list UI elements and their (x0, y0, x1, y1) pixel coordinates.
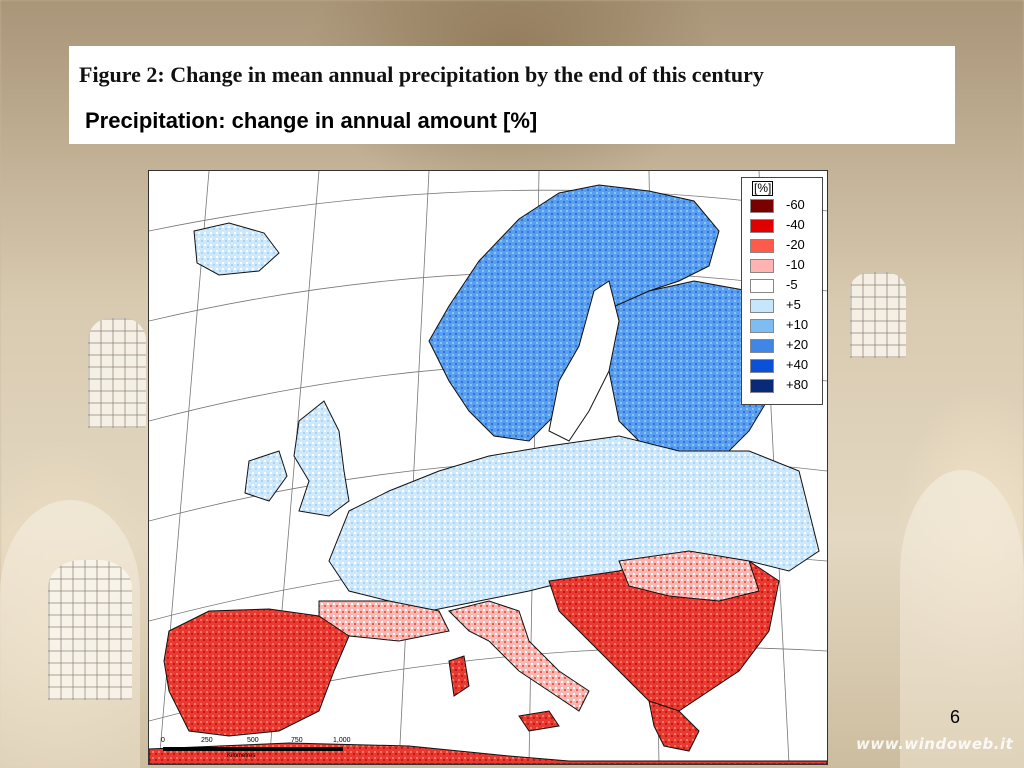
great-britain-region (293, 400, 350, 517)
background-window-right (850, 272, 906, 358)
legend-label: -60 (786, 197, 805, 212)
legend-swatch (750, 379, 774, 393)
scale-unit: Kilometres (227, 753, 256, 759)
ireland-region (244, 450, 288, 502)
legend-swatch (750, 239, 774, 253)
legend-item: -10 (750, 256, 822, 276)
legend-unit: [%] (752, 181, 774, 196)
scale-tick: 1,000 (333, 737, 351, 744)
legend-label: +40 (786, 357, 809, 372)
legend-swatch (750, 319, 774, 333)
legend-swatch (750, 299, 774, 313)
background-window-left-bottom (48, 560, 132, 700)
legend-label: +5 (786, 297, 801, 312)
legend-swatch (750, 359, 774, 373)
background-arch-right (900, 470, 1024, 768)
europe-map-graphic (149, 171, 827, 764)
scale-bar: 0 250 500 750 1,000 Kilometres (157, 737, 367, 763)
background-window-left-top (88, 318, 146, 428)
legend-item: +20 (750, 336, 822, 356)
scale-tick: 500 (247, 737, 259, 744)
scale-tick: 750 (291, 737, 303, 744)
legend-swatch (750, 339, 774, 353)
scale-bar-line (163, 747, 343, 751)
watermark: www.windoweb.it (856, 735, 1014, 753)
legend-label: +20 (786, 337, 809, 352)
legend-item: -40 (750, 216, 822, 236)
legend-label: -5 (786, 277, 798, 292)
title-box: Figure 2: Change in mean annual precipit… (69, 46, 955, 144)
legend-label: -40 (786, 217, 805, 232)
iceland-region (193, 222, 280, 276)
figure-title: Figure 2: Change in mean annual precipit… (79, 62, 764, 87)
italy-region (448, 600, 590, 712)
legend-item: +80 (750, 376, 822, 396)
page-number: 6 (950, 707, 961, 727)
legend-label: -20 (786, 237, 805, 252)
scale-tick: 0 (161, 737, 165, 744)
precipitation-map: [%] -60 -40 -20 -10 -5 +5 +10 (148, 170, 828, 765)
scandinavia-region (428, 184, 720, 442)
legend-item: -60 (750, 196, 822, 216)
legend-item: -20 (750, 236, 822, 256)
scale-tick: 250 (201, 737, 213, 744)
legend-item: -5 (750, 276, 822, 296)
romania-region (618, 550, 760, 602)
legend-label: -10 (786, 257, 805, 272)
legend-item: +10 (750, 316, 822, 336)
sicily-region (518, 710, 560, 732)
iberia-region (163, 608, 350, 737)
baltic-sea (548, 280, 620, 442)
legend-swatch (750, 219, 774, 233)
legend-label: +10 (786, 317, 809, 332)
sardinia-region (448, 655, 470, 697)
legend-label: +80 (786, 377, 809, 392)
legend-swatch (750, 259, 774, 273)
map-subtitle: Precipitation: change in annual amount [… (85, 108, 538, 133)
legend-swatch (750, 279, 774, 293)
greece-region (648, 700, 700, 752)
legend-swatch (750, 199, 774, 213)
legend-item: +5 (750, 296, 822, 316)
legend-item: +40 (750, 356, 822, 376)
map-legend: [%] -60 -40 -20 -10 -5 +5 +10 (741, 177, 823, 405)
